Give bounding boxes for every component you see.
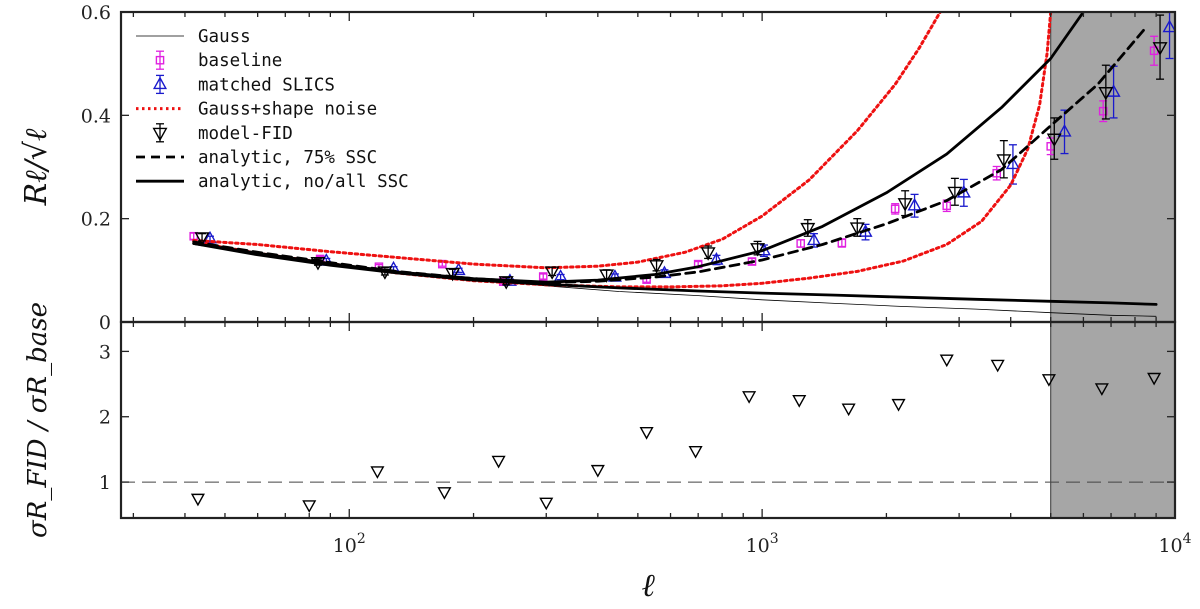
legend-swatch: [152, 127, 168, 142]
point-ratio: [792, 395, 807, 408]
point-ratio: [688, 445, 703, 459]
legend-item: matched SLICS: [152, 74, 335, 95]
point-ratio: [1041, 374, 1056, 387]
point-model-fid: [649, 260, 665, 274]
legend: Gauss baseline matched SLICS Gauss+shape no…: [136, 27, 409, 192]
top-y-axis-label-text: Rℓ/√ℓ: [19, 128, 54, 206]
point-ratio: [742, 391, 757, 404]
point-ratio: [891, 398, 906, 412]
top-y-tick-label: 0.6: [81, 2, 111, 24]
point-ratio: [990, 359, 1005, 373]
legend-item: model-FID: [152, 123, 293, 144]
point-baseline: [538, 272, 548, 281]
legend-label: matched SLICS: [198, 75, 335, 95]
point-baseline: [837, 238, 847, 248]
point-ratio: [437, 487, 452, 500]
point-baseline: [796, 239, 805, 248]
point-model-fid: [996, 154, 1012, 168]
legend-label: Gauss: [198, 27, 251, 47]
point-ratio: [590, 464, 605, 478]
point-matched-slics: [1162, 19, 1175, 33]
series-line-analytic-no-all-ssc: [192, 242, 1158, 306]
legend-swatch: [155, 55, 165, 65]
bottom-y-tick-label: 2: [99, 407, 111, 429]
point-baseline: [1098, 106, 1108, 116]
point-model-fid: [750, 243, 766, 257]
top-y-axis-label: Rℓ/√ℓ: [19, 128, 54, 206]
legend-label: analytic, 75% SSC: [198, 148, 377, 168]
point-model-fid: [897, 198, 913, 212]
legend-swatch: [152, 76, 168, 90]
axes-frames: [119, 10, 1177, 520]
point-matched-slics: [907, 197, 922, 211]
x-axis-label: ℓ: [641, 566, 655, 604]
legend-label: Gauss+shape noise: [198, 100, 377, 120]
point-model-fid: [849, 222, 865, 236]
point-baseline: [942, 201, 952, 211]
point-ratio: [639, 427, 654, 440]
bottom-y-tick-label: 3: [99, 341, 111, 363]
legend-label: baseline: [198, 51, 282, 71]
point-matched-slics: [806, 232, 821, 246]
top-shaded-region: [1050, 12, 1175, 322]
top-y-tick-label: 0.4: [81, 105, 111, 127]
series-line-gauss-shape-noise: [192, 12, 942, 270]
point-matched-slics: [709, 252, 724, 265]
legend-item: baseline: [155, 50, 282, 71]
legend-item: analytic, 75% SSC: [136, 148, 377, 168]
series-ratio: [190, 354, 1162, 513]
point-ratio: [491, 455, 506, 469]
point-model-fid: [194, 232, 210, 246]
top-panel-plot: [189, 12, 1175, 317]
point-ratio: [939, 354, 954, 368]
bottom-y-axis-label-text: σR_FID / σR_base: [23, 302, 53, 538]
x-tick-label: 104: [1158, 531, 1191, 557]
bottom-shaded-region: [1050, 322, 1175, 518]
legend-item: Gauss+shape noise: [136, 100, 377, 120]
point-ratio: [302, 500, 317, 513]
point-model-fid: [1046, 133, 1062, 148]
point-baseline: [890, 204, 900, 214]
point-baseline: [992, 168, 1002, 178]
legend-label: analytic, no/all SSC: [198, 172, 409, 192]
axis-ticks: 102 103 104 0 0.2 0.4 0.6 1 2 3: [81, 2, 1192, 557]
point-ratio: [841, 403, 856, 417]
legend-item: analytic, no/all SSC: [136, 172, 409, 192]
bottom-y-tick-label: 1: [99, 472, 111, 494]
top-y-tick-label: 0.2: [81, 209, 111, 231]
x-tick-label: 103: [746, 531, 779, 557]
bottom-panel-plot: [121, 354, 1175, 513]
point-model-fid: [445, 267, 461, 282]
point-ratio: [539, 497, 554, 511]
point-model-fid: [1098, 87, 1114, 101]
point-matched-slics: [202, 230, 218, 244]
point-ratio: [1094, 383, 1109, 396]
point-ratio: [370, 466, 385, 479]
bottom-panel-frame: [119, 320, 1177, 520]
point-matched-slics: [1057, 123, 1072, 137]
point-model-fid: [544, 266, 560, 280]
point-model-fid: [1152, 42, 1168, 56]
x-tick-label: 102: [333, 531, 366, 557]
point-ratio: [190, 493, 205, 507]
top-y-tick-label: 0: [99, 312, 111, 334]
point-ratio: [1147, 372, 1162, 386]
point-model-fid: [800, 222, 816, 237]
point-model-fid: [599, 269, 615, 283]
legend-item: Gauss: [136, 27, 251, 47]
point-model-fid: [700, 247, 716, 261]
legend-label: model-FID: [198, 124, 293, 144]
bottom-y-axis-label: σR_FID / σR_base: [23, 302, 53, 538]
